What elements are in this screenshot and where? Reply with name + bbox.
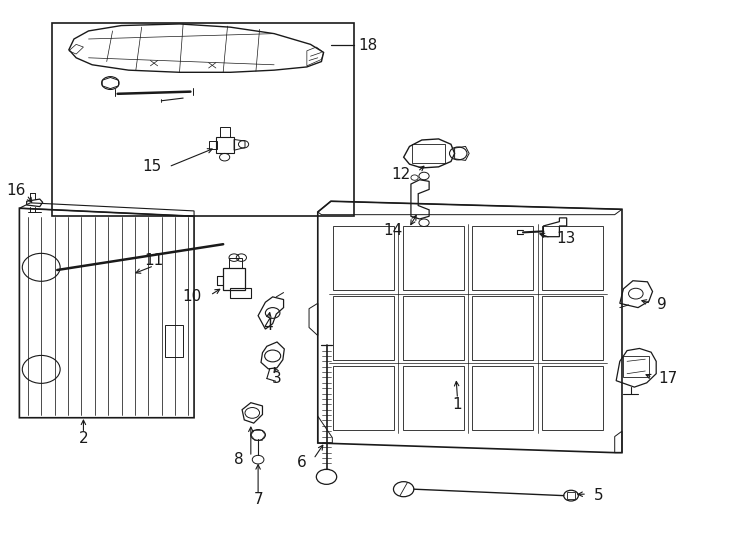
Bar — [542, 226, 603, 291]
Bar — [567, 492, 575, 499]
Text: 5: 5 — [595, 488, 604, 503]
Text: 13: 13 — [556, 231, 576, 246]
Text: 4: 4 — [264, 318, 273, 333]
Text: 8: 8 — [234, 451, 244, 467]
Bar — [473, 296, 534, 360]
Bar — [216, 137, 234, 153]
Bar — [333, 366, 394, 430]
Bar — [403, 296, 464, 360]
Text: 16: 16 — [6, 183, 25, 198]
Text: 18: 18 — [358, 38, 378, 53]
Text: 1: 1 — [453, 397, 462, 412]
Bar — [230, 288, 251, 298]
Bar — [229, 258, 242, 268]
Bar — [473, 366, 534, 430]
Text: 2: 2 — [79, 431, 88, 446]
Text: 3: 3 — [272, 371, 282, 386]
Bar — [542, 296, 603, 360]
Text: 6: 6 — [297, 455, 306, 470]
Bar — [165, 325, 184, 357]
Bar — [208, 141, 217, 148]
Text: 12: 12 — [392, 167, 411, 182]
Bar — [403, 366, 464, 430]
Bar — [223, 268, 245, 290]
Text: 15: 15 — [142, 159, 161, 174]
Bar — [473, 226, 534, 291]
Bar — [333, 296, 394, 360]
Text: 9: 9 — [657, 297, 666, 312]
Text: 17: 17 — [658, 371, 677, 386]
Bar — [623, 356, 649, 377]
Bar — [542, 366, 603, 430]
Bar — [413, 144, 445, 163]
Bar — [403, 226, 464, 291]
Text: 7: 7 — [253, 492, 263, 508]
Bar — [219, 127, 230, 137]
Bar — [52, 23, 355, 217]
Bar — [333, 226, 394, 291]
Text: 11: 11 — [145, 253, 164, 268]
Text: 14: 14 — [383, 222, 402, 238]
Text: 10: 10 — [182, 289, 201, 304]
